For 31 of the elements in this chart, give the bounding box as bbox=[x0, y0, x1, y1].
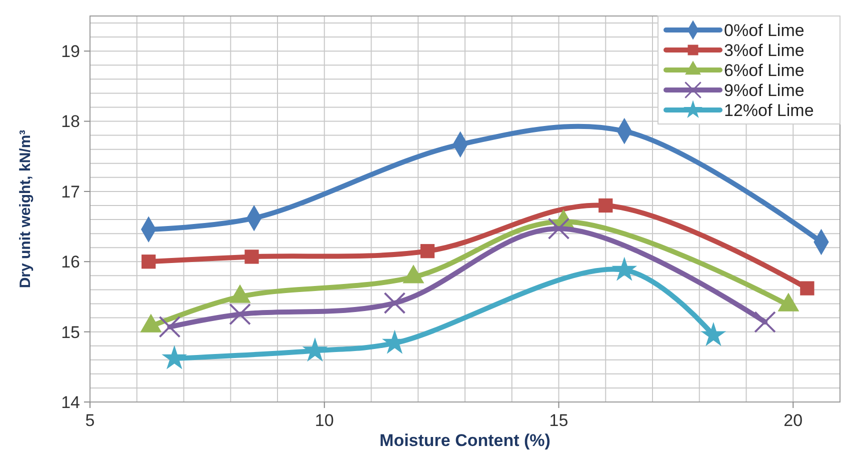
x-tick-label: 15 bbox=[549, 411, 568, 430]
x-tick-label: 10 bbox=[314, 411, 334, 430]
y-axis-title: Dry unit weight, kN/m³ bbox=[17, 130, 34, 288]
x-tick-label: 5 bbox=[85, 411, 95, 430]
point bbox=[244, 250, 259, 264]
legend-label: 12%of Lime bbox=[724, 100, 814, 120]
legend-label: 0%of Lime bbox=[724, 20, 804, 40]
point bbox=[158, 316, 181, 338]
y-tick-label: 18 bbox=[61, 112, 80, 132]
point bbox=[700, 322, 726, 346]
point bbox=[162, 345, 188, 370]
point bbox=[800, 281, 814, 296]
point bbox=[229, 303, 251, 326]
legend-label: 9%of Lime bbox=[724, 80, 804, 100]
y-tick-label: 14 bbox=[61, 392, 80, 412]
point bbox=[142, 254, 156, 269]
y-tick-label: 15 bbox=[61, 322, 80, 342]
point bbox=[754, 311, 776, 333]
y-tick-label: 19 bbox=[61, 42, 80, 62]
point bbox=[302, 337, 328, 362]
point bbox=[548, 218, 570, 240]
point bbox=[420, 244, 435, 258]
x-tick-label: 20 bbox=[784, 411, 803, 430]
y-tick-label: 16 bbox=[61, 252, 80, 272]
legend-label: 6%of Lime bbox=[724, 60, 804, 80]
point bbox=[612, 256, 638, 281]
point bbox=[598, 198, 613, 213]
x-axis-title: Moisture Content (%) bbox=[380, 431, 550, 450]
y-tick-label: 17 bbox=[61, 182, 80, 202]
legend-label: 3%of Lime bbox=[724, 40, 804, 60]
point bbox=[384, 292, 406, 314]
